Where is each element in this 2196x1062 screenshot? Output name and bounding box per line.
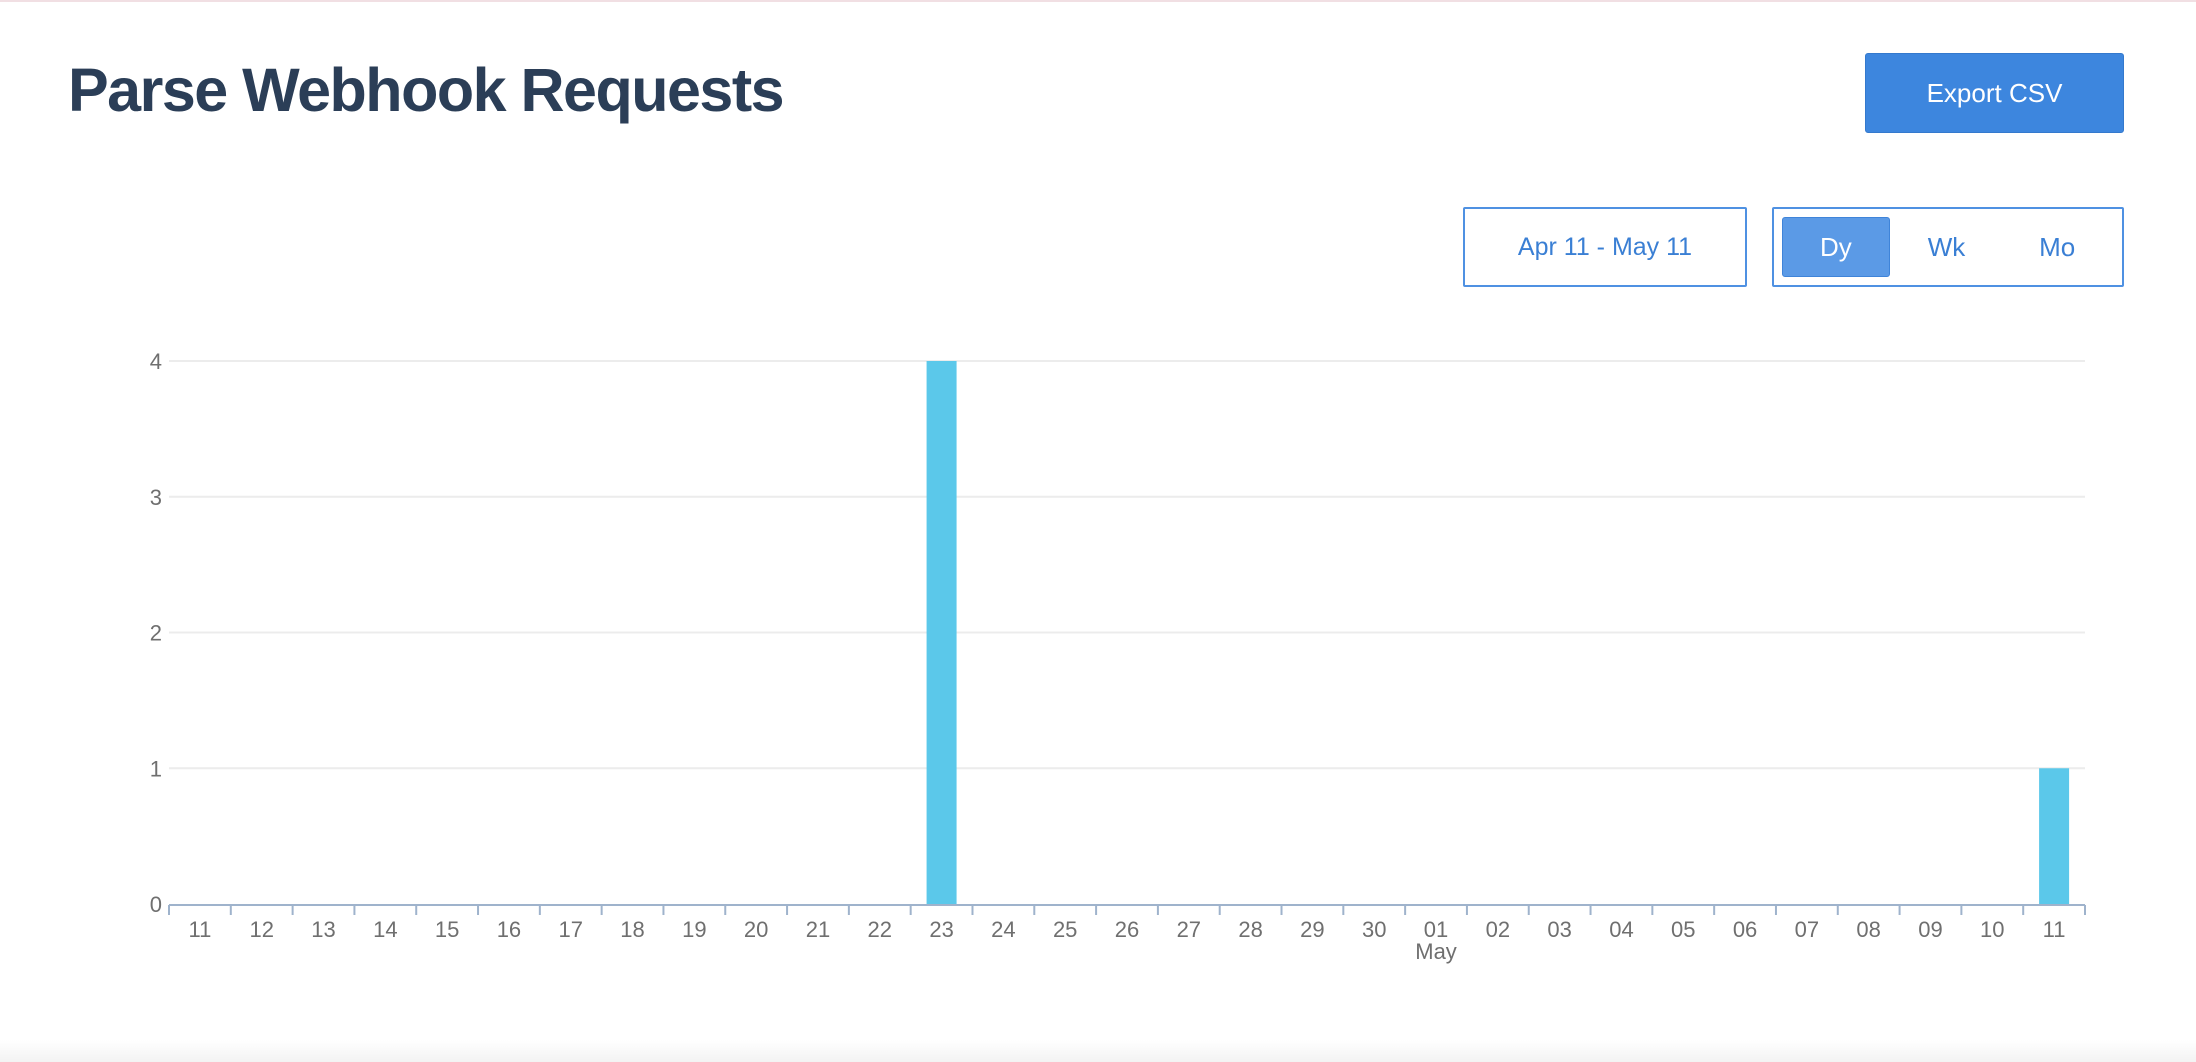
x-tick-label: 26 [1115,917,1139,942]
y-tick-label: 0 [150,892,162,917]
x-tick-label: 03 [1547,917,1571,942]
x-tick-label: 09 [1918,917,1942,942]
x-tick-label: 25 [1053,917,1077,942]
x-tick-label: 08 [1856,917,1880,942]
x-tick-label: 23 [929,917,953,942]
x-tick-label: 17 [558,917,582,942]
x-tick-label: 14 [373,917,397,942]
x-tick-label: 10 [1980,917,2004,942]
date-range-button[interactable]: Apr 11 - May 11 [1463,207,1747,287]
bottom-edge [0,1040,2196,1062]
bar [2039,768,2070,904]
x-tick-label: 16 [497,917,521,942]
x-tick-label: 20 [744,917,768,942]
page-title: Parse Webhook Requests [68,56,785,124]
x-tick-label: 27 [1177,917,1201,942]
x-tick-label: 13 [311,917,335,942]
x-tick-label: 11 [188,917,211,942]
x-tick-label: 12 [249,917,273,942]
x-tick-label: 11 [2043,917,2066,942]
grid-lines [169,360,2085,770]
y-tick-label: 4 [150,349,162,374]
export-csv-button[interactable]: Export CSV [1865,53,2124,133]
bars [926,361,2070,904]
x-month-label: May [1415,939,1457,964]
y-tick-label: 2 [150,621,162,646]
granularity-day-button[interactable]: Dy [1782,217,1890,277]
x-tick-label: 28 [1238,917,1262,942]
y-tick-label: 1 [150,756,162,781]
x-tick-label: 30 [1362,917,1386,942]
x-tick-label: 05 [1671,917,1695,942]
y-tick-label: 3 [150,485,162,510]
x-tick-label: 06 [1733,917,1757,942]
x-tick-label: 04 [1609,917,1633,942]
bar [926,361,957,904]
x-tick-label: 19 [682,917,706,942]
granularity-month-button[interactable]: Mo [2003,217,2111,277]
x-tick-label: 15 [435,917,459,942]
x-tick-label: 18 [620,917,644,942]
x-tick-label: 07 [1795,917,1819,942]
x-tick-label: 01 [1424,917,1448,942]
granularity-week-button[interactable]: Wk [1893,217,2001,277]
x-tick-label: 29 [1300,917,1324,942]
x-tick-label: 22 [868,917,892,942]
x-tick-label: 24 [991,917,1015,942]
x-tick-label: 02 [1486,917,1510,942]
granularity-toggle: Dy Wk Mo [1772,207,2124,287]
x-tick-label: 21 [806,917,830,942]
